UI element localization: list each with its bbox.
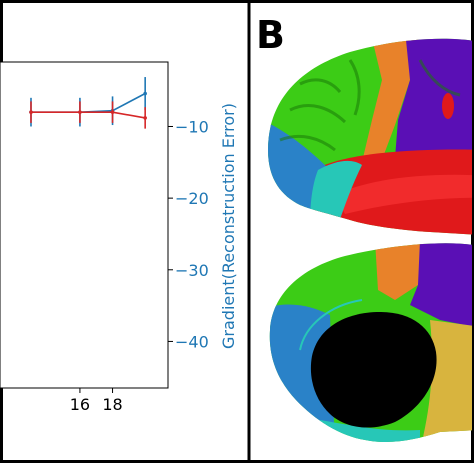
y-tick-label-2: −30: [175, 261, 209, 280]
series-line-1: [31, 111, 146, 119]
brain-medial-view: [269, 243, 472, 443]
y-tick-label-1: −20: [175, 189, 209, 208]
panel-a-chart: 16 18 −10−20−30−40 Gradient(Reconstructio…: [0, 61, 238, 414]
y-ticks-right: −10 −20 −30 −40: [168, 117, 209, 351]
y-axis-label-right: Gradient(Reconstruction Error): [219, 103, 238, 349]
plot-area: [0, 61, 169, 389]
data-point-1-1: [78, 110, 82, 114]
data-point-1-0: [29, 110, 33, 114]
x-tick-label-1: 18: [102, 395, 122, 414]
region-medial-occipital: [420, 320, 472, 443]
data-point-0-3: [143, 91, 147, 96]
data-point-1-3: [143, 116, 147, 120]
brain-lateral-view: [268, 38, 472, 235]
panel-label-b: B: [256, 13, 285, 57]
region-parietal: [395, 38, 472, 165]
region-medial-motor: [375, 243, 425, 300]
panel-b-brain: B: [256, 13, 472, 443]
series-layer: [29, 77, 147, 129]
x-ticks: 16 18: [70, 388, 123, 414]
region-insula: [310, 160, 362, 225]
region-medial-temporal: [320, 420, 420, 443]
y-tick-label-0: −10: [175, 117, 209, 136]
x-tick-label-0: 16: [70, 395, 90, 414]
region-spot-red: [442, 93, 454, 119]
y-tick-label-3: −40: [175, 332, 209, 351]
region-motor: [362, 38, 420, 165]
region-medial-wall: [310, 312, 437, 428]
region-medial-parietal: [410, 243, 472, 330]
data-point-1-2: [110, 110, 115, 114]
